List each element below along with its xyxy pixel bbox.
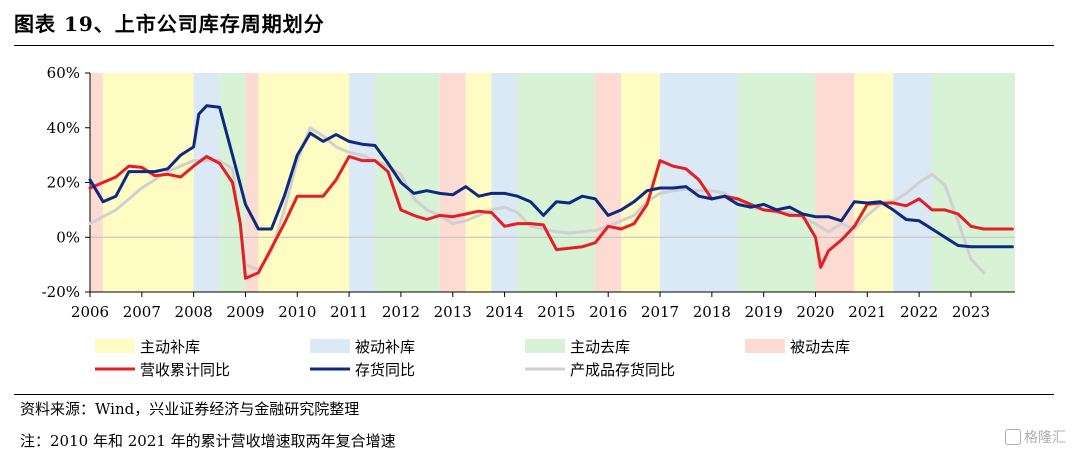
x-tick-label: 2022 bbox=[900, 303, 938, 321]
legend-swatch-active-restock bbox=[95, 339, 135, 353]
chart-title: 图表 19、上市公司库存周期划分 bbox=[14, 12, 325, 36]
y-tick-label: 60% bbox=[47, 64, 80, 82]
x-tick-label: 2023 bbox=[952, 303, 990, 321]
phase-band-passive-destock bbox=[245, 73, 259, 292]
title-divider bbox=[14, 45, 1054, 46]
x-tick-label: 2015 bbox=[537, 303, 575, 321]
y-tick-label: -20% bbox=[42, 283, 80, 301]
y-tick-label: 0% bbox=[56, 228, 80, 246]
x-tick-label: 2012 bbox=[382, 303, 420, 321]
x-tick-label: 2014 bbox=[485, 303, 523, 321]
x-tick-label: 2006 bbox=[71, 303, 109, 321]
footer-divider bbox=[14, 394, 1054, 395]
watermark-logo-icon bbox=[1005, 429, 1021, 445]
source-note: 资料来源：Wind，兴业证券经济与金融研究院整理 bbox=[20, 400, 360, 418]
x-tick-label: 2013 bbox=[434, 303, 472, 321]
watermark: 格隆汇 bbox=[1005, 427, 1066, 447]
x-tick-label: 2020 bbox=[796, 303, 834, 321]
legend-swatch-passive-destock bbox=[745, 339, 785, 353]
phase-band-passive-restock bbox=[349, 73, 376, 292]
x-tick-label: 2017 bbox=[641, 303, 679, 321]
x-tick-label: 2018 bbox=[693, 303, 731, 321]
phase-band-active-restock bbox=[854, 73, 894, 292]
x-tick-label: 2011 bbox=[330, 303, 368, 321]
series-lines bbox=[88, 104, 1014, 280]
legend-label-active-destock: 主动去库 bbox=[570, 338, 630, 356]
chart-area: -20% 0% 20% 40% 60% 2006 2007 2008 2009 2010 2011 2… bbox=[42, 64, 1015, 379]
legend-swatch-active-destock bbox=[525, 339, 565, 353]
x-tick-label: 2008 bbox=[175, 303, 213, 321]
series-line-finished bbox=[88, 126, 986, 275]
phase-band-passive-restock bbox=[660, 73, 738, 292]
legend-swatch-passive-restock bbox=[310, 339, 350, 353]
footnote: 注：2010 年和 2021 年的累计营收增速取两年复合增速 bbox=[20, 432, 396, 450]
legend-label-finished: 产成品存货同比 bbox=[570, 361, 675, 379]
y-tick-label: 20% bbox=[47, 174, 80, 192]
phase-band-passive-destock bbox=[595, 73, 622, 292]
x-tick-label: 2016 bbox=[589, 303, 627, 321]
legend-label-active-restock: 主动补库 bbox=[140, 338, 200, 356]
phase-bands bbox=[90, 73, 1015, 292]
series-line-revenue bbox=[88, 155, 1014, 280]
x-tick-label: 2007 bbox=[123, 303, 161, 321]
y-tick-label: 40% bbox=[47, 119, 80, 137]
legend-label-revenue: 营收累计同比 bbox=[140, 361, 230, 379]
x-tick-label: 2009 bbox=[226, 303, 264, 321]
phase-band-active-destock bbox=[517, 73, 596, 292]
phase-band-passive-restock bbox=[193, 73, 220, 292]
axes: -20% 0% 20% 40% 60% 2006 2007 2008 2009 2010 2011 2… bbox=[42, 64, 1015, 321]
legend-label-passive-destock: 被动去库 bbox=[790, 338, 850, 356]
phase-band-active-restock bbox=[465, 73, 492, 292]
legend-label-passive-restock: 被动补库 bbox=[355, 338, 415, 356]
phase-band-passive-destock bbox=[815, 73, 855, 292]
phase-band-passive-restock bbox=[893, 73, 933, 292]
phase-band-passive-destock bbox=[439, 73, 466, 292]
legend-label-inventory: 存货同比 bbox=[355, 361, 415, 379]
phase-band-active-destock bbox=[932, 73, 1015, 292]
phase-band-passive-restock bbox=[491, 73, 518, 292]
x-tick-label: 2019 bbox=[745, 303, 783, 321]
series-line-inventory bbox=[88, 104, 1014, 249]
x-tick-label: 2010 bbox=[278, 303, 316, 321]
phase-band-active-destock bbox=[737, 73, 816, 292]
x-tick-label: 2021 bbox=[848, 303, 886, 321]
watermark-text: 格隆汇 bbox=[1024, 430, 1066, 446]
phase-band-active-destock bbox=[375, 73, 440, 292]
